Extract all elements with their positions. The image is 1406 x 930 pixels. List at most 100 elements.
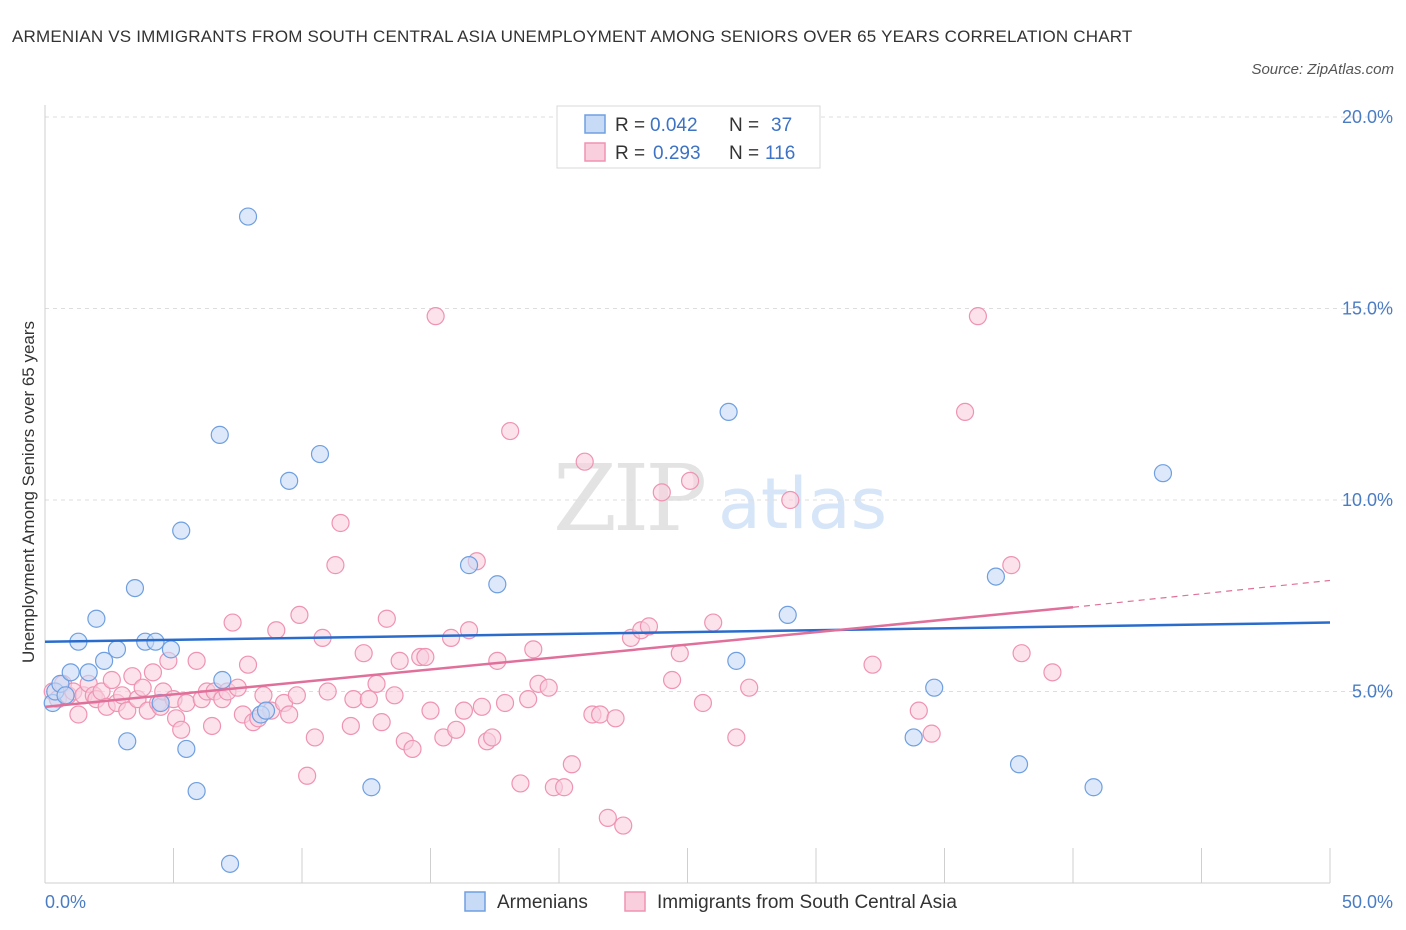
axes: 5.0% 10.0% 15.0% 20.0% 0.0% 50.0% <box>44 105 1393 912</box>
immigrants-point <box>354 644 373 663</box>
immigrants-point <box>238 655 258 674</box>
y-tick-label: 5.0% <box>1352 682 1393 702</box>
immigrants-point <box>426 307 445 326</box>
immigrants-point <box>922 724 941 743</box>
immigrants-point <box>781 490 800 510</box>
immigrants-point <box>341 716 360 736</box>
chart-source: Source: ZipAtlas.com <box>1251 61 1394 78</box>
immigrants-point <box>501 421 520 441</box>
immigrants-trend-extension <box>1072 579 1331 608</box>
y-tick-label: 15.0% <box>1342 299 1393 319</box>
legend-swatch-immigrants <box>624 891 646 912</box>
immigrants-point <box>267 621 286 640</box>
immigrants-point <box>662 670 682 690</box>
immigrants-point <box>680 471 700 490</box>
immigrants-trend-line <box>44 605 1074 709</box>
immigrants-point <box>454 701 474 720</box>
immigrants-point <box>69 705 88 724</box>
watermark-atlas: atlas <box>718 463 887 545</box>
immigrants-point <box>955 402 975 422</box>
immigrants-point <box>416 647 435 667</box>
legend-n-value: 37 <box>771 115 792 136</box>
armenians-trend-line <box>44 621 1331 643</box>
armenians-point <box>210 425 229 444</box>
trend-lines <box>44 579 1331 709</box>
armenians-point <box>256 701 276 720</box>
immigrants-point <box>447 720 466 739</box>
armenians-point <box>719 402 738 422</box>
series-legend: Armenians Immigrants from South Central … <box>464 891 957 913</box>
armenians-point <box>1009 755 1029 774</box>
immigrants-point <box>670 644 689 663</box>
immigrants-point <box>909 701 928 720</box>
x-tick-label: 0.0% <box>45 892 86 912</box>
armenians-point <box>56 686 75 705</box>
legend-swatch-armenians <box>464 891 486 912</box>
legend-r-label: R = <box>615 115 645 136</box>
armenians-point <box>1153 464 1173 483</box>
legend-label-immigrants: Immigrants from South Central Asia <box>657 892 957 913</box>
armenians-point <box>459 556 479 575</box>
immigrants-point <box>187 651 206 670</box>
immigrants-point <box>519 690 538 709</box>
immigrants-point <box>704 613 723 632</box>
y-tick-label: 20.0% <box>1342 107 1393 127</box>
armenians-point <box>778 605 797 625</box>
armenians-point <box>118 732 137 751</box>
armenians-point <box>161 640 181 659</box>
armenians-point <box>310 444 330 464</box>
immigrants-point <box>693 693 713 713</box>
immigrants-point <box>133 678 152 697</box>
chart-title: ARMENIAN VS IMMIGRANTS FROM SOUTH CENTRA… <box>12 27 1133 46</box>
legend-swatch-armenians <box>584 114 606 134</box>
immigrants-point <box>740 678 759 697</box>
immigrants-point <box>172 720 191 739</box>
armenians-point <box>1084 778 1103 797</box>
immigrants-point <box>118 701 137 720</box>
immigrants-point <box>968 307 988 326</box>
immigrants-point <box>305 728 324 747</box>
armenians-point <box>238 207 258 226</box>
armenians-point <box>79 663 98 682</box>
immigrants-point <box>202 716 222 736</box>
immigrants-point <box>223 613 242 632</box>
immigrants-point <box>298 766 317 785</box>
armenians-point <box>904 728 923 747</box>
immigrants-point <box>367 674 386 693</box>
immigrants-point <box>598 808 617 827</box>
immigrants-point <box>290 605 309 625</box>
armenians-point <box>362 778 381 797</box>
immigrants-point <box>863 655 882 674</box>
immigrants-point <box>591 705 610 724</box>
immigrants-point <box>344 690 363 709</box>
immigrants-point <box>441 628 461 647</box>
immigrants-point <box>359 690 378 709</box>
immigrants-point <box>112 686 132 705</box>
immigrants-point <box>524 640 543 659</box>
immigrants-point <box>403 739 422 759</box>
y-axis-title: Unemployment Among Seniors over 65 years <box>19 321 38 663</box>
immigrants-point <box>318 682 337 701</box>
legend-n-label: N = <box>729 143 759 164</box>
immigrants-point <box>472 697 491 716</box>
immigrants-point <box>575 452 594 471</box>
armenians-point <box>925 678 944 697</box>
immigrants-point <box>331 513 350 533</box>
data-points <box>43 207 1173 873</box>
armenians-point <box>187 781 206 801</box>
immigrants-point <box>495 693 515 713</box>
immigrants-point <box>483 728 502 747</box>
armenians-point <box>107 640 127 659</box>
immigrants-point <box>123 667 142 686</box>
immigrants-point <box>177 693 196 713</box>
correlation-legend: R = 0.042 N = 37 R = 0.293 N = 116 <box>556 105 821 169</box>
immigrants-point <box>326 556 345 575</box>
grid-lines <box>45 116 1390 692</box>
immigrants-point <box>488 651 507 670</box>
armenians-point <box>146 632 165 651</box>
x-tick-label: 50.0% <box>1342 892 1393 912</box>
immigrants-point <box>390 651 409 670</box>
legend-n-label: N = <box>729 115 759 136</box>
immigrants-point <box>539 678 558 697</box>
